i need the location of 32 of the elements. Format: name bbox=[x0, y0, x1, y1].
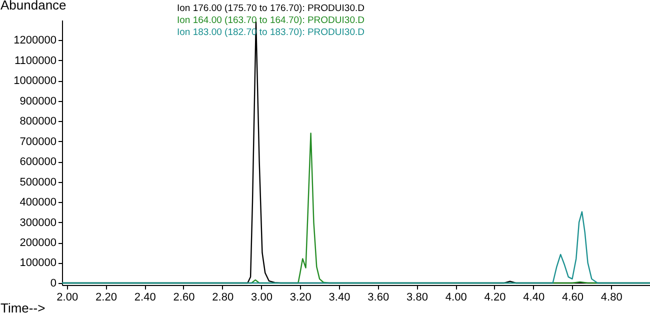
x-tick-label: 4.40 bbox=[523, 292, 545, 304]
x-tick-label: 4.00 bbox=[445, 292, 467, 304]
x-tick-label: 4.60 bbox=[562, 292, 584, 304]
y-tick-label: 800000 bbox=[20, 116, 56, 128]
x-tick-label: 3.00 bbox=[251, 292, 272, 304]
y-tick-label: 600000 bbox=[20, 156, 56, 168]
y-tick-label: 300000 bbox=[20, 216, 56, 229]
y-tick-label: 700000 bbox=[20, 136, 56, 148]
x-tick-label: 4.80 bbox=[600, 292, 622, 304]
y-tick-label: 0 bbox=[50, 277, 56, 290]
x-tick-label: 3.20 bbox=[290, 292, 312, 304]
y-tick-label: 900000 bbox=[20, 95, 56, 108]
y-tick-label: 1000000 bbox=[14, 75, 56, 88]
x-tick-label: 2.80 bbox=[212, 292, 234, 304]
y-tick-label: 200000 bbox=[20, 237, 56, 250]
x-tick-label: 4.20 bbox=[484, 292, 506, 304]
y-tick-label: 400000 bbox=[20, 196, 56, 209]
x-tick-label: 2.40 bbox=[134, 292, 156, 304]
y-tick-label: 1100000 bbox=[14, 54, 56, 67]
y-tick-label: 100000 bbox=[20, 257, 56, 270]
text: Ion 176.00 (175.70 to 176.70): PRODUI30.D bbox=[177, 3, 365, 14]
y-tick-label: 500000 bbox=[20, 176, 56, 188]
x-axis-title: Time--> bbox=[0, 300, 46, 316]
x-tick-label: 2.60 bbox=[173, 292, 195, 304]
y-axis-title: Abundance bbox=[0, 0, 66, 12]
x-tick-label: 3.80 bbox=[406, 292, 428, 304]
x-tick-label: 3.40 bbox=[328, 292, 350, 304]
y-tick-label: 1200000 bbox=[14, 34, 56, 47]
text: Ion 164.00 (163.70 to 164.70): PRODUI30.D bbox=[177, 15, 365, 26]
x-tick-label: 3.60 bbox=[368, 292, 390, 304]
x-tick-label: 2.20 bbox=[96, 292, 117, 304]
x-tick-label: 2.00 bbox=[56, 292, 78, 304]
